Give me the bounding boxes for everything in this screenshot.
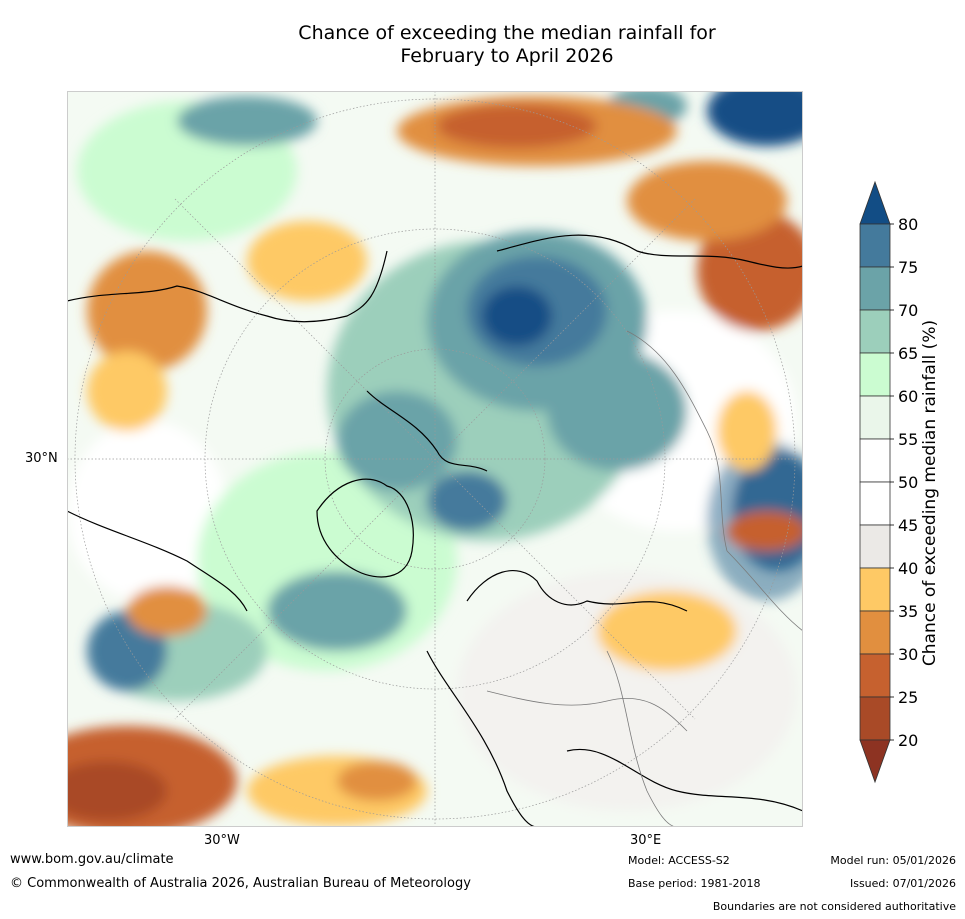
colorbar-tick-label: 20 — [898, 731, 918, 750]
issued-date: Issued: 07/01/2026 — [849, 877, 956, 890]
longitude-label-30w: 30°W — [204, 833, 240, 848]
colorbar-arrow-top — [859, 180, 891, 225]
colorbar-tick-label: 35 — [898, 602, 918, 621]
coastlines — [67, 234, 803, 827]
colorbar: 80 75 70 65 60 55 50 45 40 35 30 25 20 — [859, 180, 918, 784]
colorbar-tick-label: 70 — [898, 301, 918, 320]
colorbar-swatch-50_55 — [859, 438, 891, 483]
colorbar-swatch-65_70 — [859, 309, 891, 354]
colorbar-tick-label: 60 — [898, 387, 918, 406]
base-period: Base period: 1981-2018 — [628, 877, 761, 890]
graticule — [67, 91, 803, 827]
title-line-1: Chance of exceeding the median rainfall … — [298, 22, 716, 44]
colorbar-tick-label: 80 — [898, 215, 918, 234]
colorbar-title: Chance of exceeding median rainfall (%) — [920, 319, 940, 667]
colorbar-tick-label: 65 — [898, 344, 918, 363]
country-borders — [486, 330, 803, 827]
title-line-2: February to April 2026 — [400, 45, 614, 67]
colorbar-tick-label: 55 — [898, 430, 918, 449]
longitude-label-30e: 30°E — [630, 833, 662, 848]
model-run-date: Model run: 05/01/2026 — [830, 854, 956, 867]
colorbar-swatch-25_30 — [859, 653, 891, 698]
colorbar-tick-label: 50 — [898, 473, 918, 492]
website-link[interactable]: www.bom.gov.au/climate — [10, 852, 174, 867]
colorbar-tick-label: 25 — [898, 688, 918, 707]
rainfall-probability-field — [67, 91, 803, 827]
colorbar-swatch-40_45 — [859, 524, 891, 569]
colorbar-tick-label: 40 — [898, 559, 918, 578]
colorbar-swatch-60_65 — [859, 352, 891, 397]
rainfall-outlook-map — [67, 91, 803, 827]
colorbar-tick-label: 75 — [898, 258, 918, 277]
colorbar-tick-label: 45 — [898, 516, 918, 535]
map-title: Chance of exceeding the median rainfall … — [0, 22, 965, 68]
model-name: Model: ACCESS-S2 — [628, 854, 730, 867]
colorbar-swatch-75_80 — [859, 223, 891, 268]
colorbar-swatch-45_50 — [859, 481, 891, 526]
latitude-label-30n: 30°N — [25, 451, 58, 466]
colorbar-swatch-35_40 — [859, 567, 891, 612]
colorbar-swatch-55_60 — [859, 395, 891, 440]
boundaries-disclaimer: Boundaries are not considered authoritat… — [712, 900, 956, 913]
colorbar-swatch-30_35 — [859, 610, 891, 655]
colorbar-swatches — [859, 180, 891, 784]
colorbar-arrow-bottom — [859, 739, 891, 784]
colorbar-swatch-70_75 — [859, 266, 891, 311]
colorbar-tick-label: 30 — [898, 645, 918, 664]
colorbar-swatch-20_25 — [859, 696, 891, 741]
copyright-text: © Commonwealth of Australia 2026, Austra… — [10, 876, 471, 891]
colorbar-ticks: 80 75 70 65 60 55 50 45 40 35 30 25 20 — [890, 215, 918, 750]
